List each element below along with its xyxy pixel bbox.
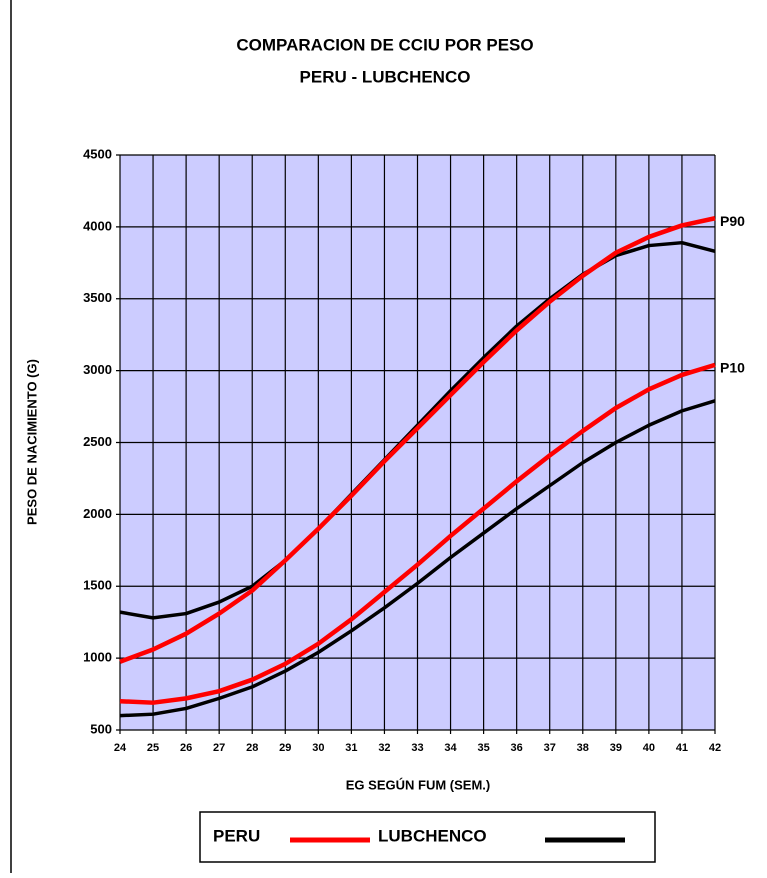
x-tick-label: 25 [147,742,159,754]
legend-label: LUBCHENCO [378,826,487,845]
x-axis-title: EG SEGÚN FUM (SEM.) [346,777,490,792]
x-tick-label: 41 [676,742,688,754]
legend-label: PERU [213,826,260,845]
series-line [119,216,716,664]
x-tick-label: 28 [246,742,258,754]
y-tick-label: 4500 [83,146,112,161]
x-tick-label: 27 [213,742,225,754]
chart-subtitle: PERU - LUBCHENCO [300,67,471,86]
x-tick-label: 32 [378,742,390,754]
x-tick-label: 29 [279,742,291,754]
x-tick-label: 26 [180,742,192,754]
y-tick-label: 4000 [83,218,112,233]
x-tick-label: 24 [114,742,127,754]
y-tick-label: 500 [90,721,112,736]
x-tick-label: 34 [444,742,457,754]
legend [199,811,656,863]
annotation: P10 [720,360,745,376]
y-axis-title: PESO DE NACIMIENTO (G) [24,359,39,525]
x-tick-label: 30 [312,742,324,754]
y-tick-label: 1000 [83,650,112,665]
x-tick-label: 38 [577,742,589,754]
x-tick-label: 40 [643,742,655,754]
annotation: P90 [720,213,745,229]
x-tick-label: 33 [411,742,423,754]
x-tick-label: 35 [477,742,489,754]
y-tick-label: 3500 [83,290,112,305]
y-tick-label: 3000 [83,362,112,377]
x-tick-label: 39 [610,742,622,754]
y-tick-label: 2000 [83,506,112,521]
series-line [119,362,716,705]
x-tick-label: 31 [345,742,357,754]
x-tick-label: 37 [544,742,556,754]
x-tick-label: 36 [511,742,523,754]
y-tick-label: 2500 [83,434,112,449]
y-tick-label: 1500 [83,578,112,593]
chart-title: COMPARACION DE CCIU POR PESO [236,35,533,54]
series-line [119,399,716,718]
x-tick-label: 42 [709,742,721,754]
